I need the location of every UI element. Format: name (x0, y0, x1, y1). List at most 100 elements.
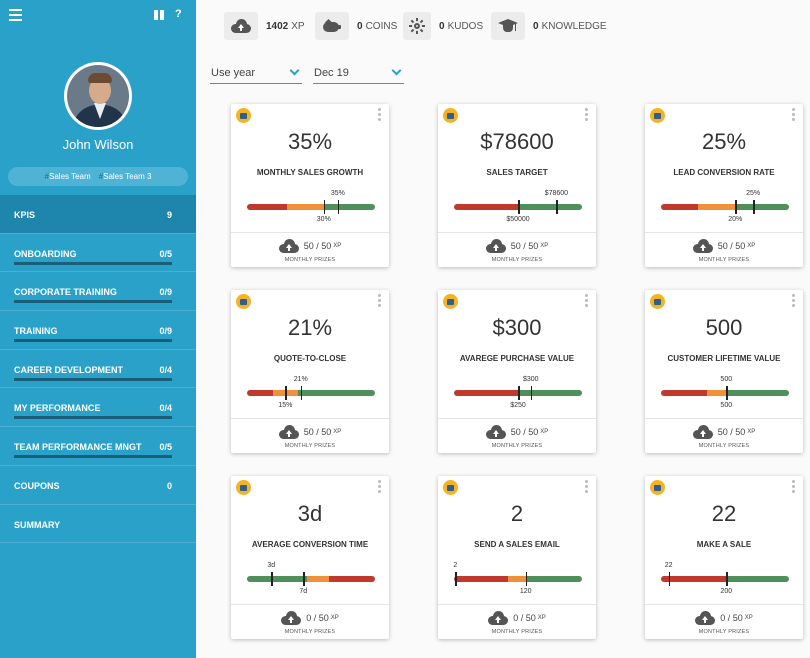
sidebar-item-count: 0/5 (159, 442, 172, 453)
prize-progress: 50 / 50 XP (231, 425, 389, 439)
kpi-card[interactable]: 35% MONTHLY SALES GROWTH 35% 30% 50 / 50 XP MO… (231, 104, 389, 267)
gauge-segment-red (661, 390, 708, 396)
bars-icon (650, 108, 665, 123)
progress-bar (14, 377, 172, 381)
gauge-segment-green (726, 390, 789, 396)
sidebar-item-summary[interactable]: SUMMARY (0, 505, 196, 544)
gauge-segment-red (247, 204, 287, 210)
actual-label: $300 (523, 376, 539, 383)
cloud-upload-icon (278, 425, 299, 439)
team-tag[interactable]: #Sales Team (44, 172, 91, 181)
prize-label: MONTHLY PRIZES (491, 443, 543, 449)
gauge-segment-red (661, 576, 727, 582)
kpi-card[interactable]: 3d AVERAGE CONVERSION TIME 3d 7d 0 / 50 XP MON… (231, 476, 389, 639)
kpi-value: $78600 (480, 129, 554, 154)
actual-label: 22 (664, 562, 673, 569)
gauge-segment-red (247, 390, 273, 396)
actual-label: 35% (330, 190, 345, 197)
kpi-gauge (454, 576, 582, 582)
prize-label: MONTHLY PRIZES (491, 257, 543, 263)
target-marker (518, 386, 520, 400)
period-select[interactable]: Use year (210, 64, 302, 84)
actual-label: 21% (293, 376, 308, 383)
sidebar-item-label: TRAINING (14, 326, 58, 337)
kpi-gauge (661, 204, 789, 210)
target-marker (726, 386, 728, 400)
kpi-card[interactable]: 2 SEND A SALES EMAIL 2 120 0 / 50 XP MONTHLY P… (438, 476, 596, 639)
prize-progress: 50 / 50 XP (438, 425, 596, 439)
sidebar-item-coupons[interactable]: COUPONS 0 (0, 466, 196, 505)
cloud-upload-icon (692, 425, 713, 439)
kpi-gauge (247, 390, 375, 396)
sidebar-item-team-performance-mngt[interactable]: TEAM PERFORMANCE MNGT 0/5 (0, 427, 196, 466)
sidebar-item-career-development[interactable]: CAREER DEVELOPMENT 0/4 (0, 350, 196, 389)
actual-marker (753, 200, 755, 214)
prize-progress: 50 / 50 XP (645, 239, 803, 253)
month-select[interactable]: Dec 19 (313, 64, 404, 84)
kpi-gauge (247, 204, 375, 210)
sidebar-item-my-performance[interactable]: MY PERFORMANCE 0/4 (0, 388, 196, 428)
actual-marker (300, 386, 303, 400)
menu-icon[interactable] (9, 9, 22, 21)
chevron-down-icon (391, 65, 402, 76)
kpi-gauge (454, 390, 582, 396)
gauge-segment-orange (286, 204, 324, 210)
actual-label: 500 (720, 376, 733, 383)
more-options-icon[interactable] (792, 294, 795, 309)
more-options-icon[interactable] (585, 108, 588, 123)
kpi-title: SALES TARGET (486, 168, 548, 177)
actual-marker (668, 572, 671, 586)
kpi-card[interactable]: 25% LEAD CONVERSION RATE 25% 20% 50 / 50 XP MO… (645, 104, 803, 267)
kpi-value: 25% (701, 129, 747, 154)
prize-progress: 0 / 50 XP (645, 611, 803, 625)
kpi-card[interactable]: 21% QUOTE-TO-CLOSE 21% 15% 50 / 50 XP MONTHLY … (231, 290, 389, 453)
sidebar-item-count: 0/9 (159, 326, 172, 337)
gauge-segment-orange (507, 576, 526, 582)
prize-label: MONTHLY PRIZES (491, 629, 543, 635)
divider (231, 418, 389, 419)
kpi-card[interactable]: 22 MAKE A SALE 22 200 0 / 50 XP MONTHLY PRIZES (645, 476, 803, 639)
more-options-icon[interactable] (378, 294, 381, 309)
coins-stat: 0 COINS (315, 12, 397, 40)
team-tag[interactable]: #Sales Team 3 (98, 172, 152, 181)
sidebar-item-count: 9 (166, 210, 172, 220)
target-label: 15% (278, 402, 293, 409)
target-icon (443, 108, 458, 123)
gift-icon[interactable] (154, 9, 164, 20)
target-label: 30% (316, 216, 331, 223)
sidebar-nav: KPIS 9 ONBOARDING 0/5 CORPORATE TRAINING 0/9 T… (0, 195, 196, 544)
help-icon[interactable]: ? (175, 8, 182, 20)
kpi-gauge (454, 204, 582, 210)
actual-marker (337, 200, 340, 214)
prize-progress: 50 / 50 XP (645, 425, 803, 439)
xp-stat: 1402 XP (224, 12, 305, 40)
prize-progress: 50 / 50 XP (231, 239, 389, 253)
target-label: 7d (299, 588, 308, 595)
sidebar-item-onboarding[interactable]: ONBOARDING 0/5 (0, 234, 196, 273)
sidebar-item-kpis[interactable]: KPIS 9 (0, 195, 196, 234)
kpi-card[interactable]: $78600 SALES TARGET $78600 $50000 50 / 50 XP M… (438, 104, 596, 267)
divider (645, 604, 803, 605)
cart-icon (236, 294, 251, 309)
more-options-icon[interactable] (378, 480, 381, 495)
cloud-upload-icon (692, 239, 713, 253)
cloud-upload-icon (488, 611, 509, 625)
more-options-icon[interactable] (792, 480, 795, 495)
kpi-card[interactable]: 500 CUSTOMER LIFETIME VALUE 500 500 50 / 50 X… (645, 290, 803, 453)
kpi-card[interactable]: $300 AVAREGE PURCHASE VALUE $300 $250 50 / 5… (438, 290, 596, 453)
sidebar-item-corporate-training[interactable]: CORPORATE TRAINING 0/9 (0, 272, 196, 312)
more-options-icon[interactable] (585, 480, 588, 495)
actual-label: 3d (267, 562, 276, 569)
avatar[interactable] (64, 62, 132, 130)
divider (231, 232, 389, 233)
gauge-segment-green (518, 204, 582, 210)
target-marker (285, 386, 287, 400)
more-options-icon[interactable] (585, 294, 588, 309)
sidebar-item-training[interactable]: TRAINING 0/9 (0, 311, 196, 350)
more-options-icon[interactable] (792, 108, 795, 123)
more-options-icon[interactable] (378, 108, 381, 123)
sidebar-item-count: 0 (166, 480, 172, 491)
prize-label: MONTHLY PRIZES (698, 257, 750, 263)
divider (645, 232, 803, 233)
progress-bar (14, 339, 172, 343)
